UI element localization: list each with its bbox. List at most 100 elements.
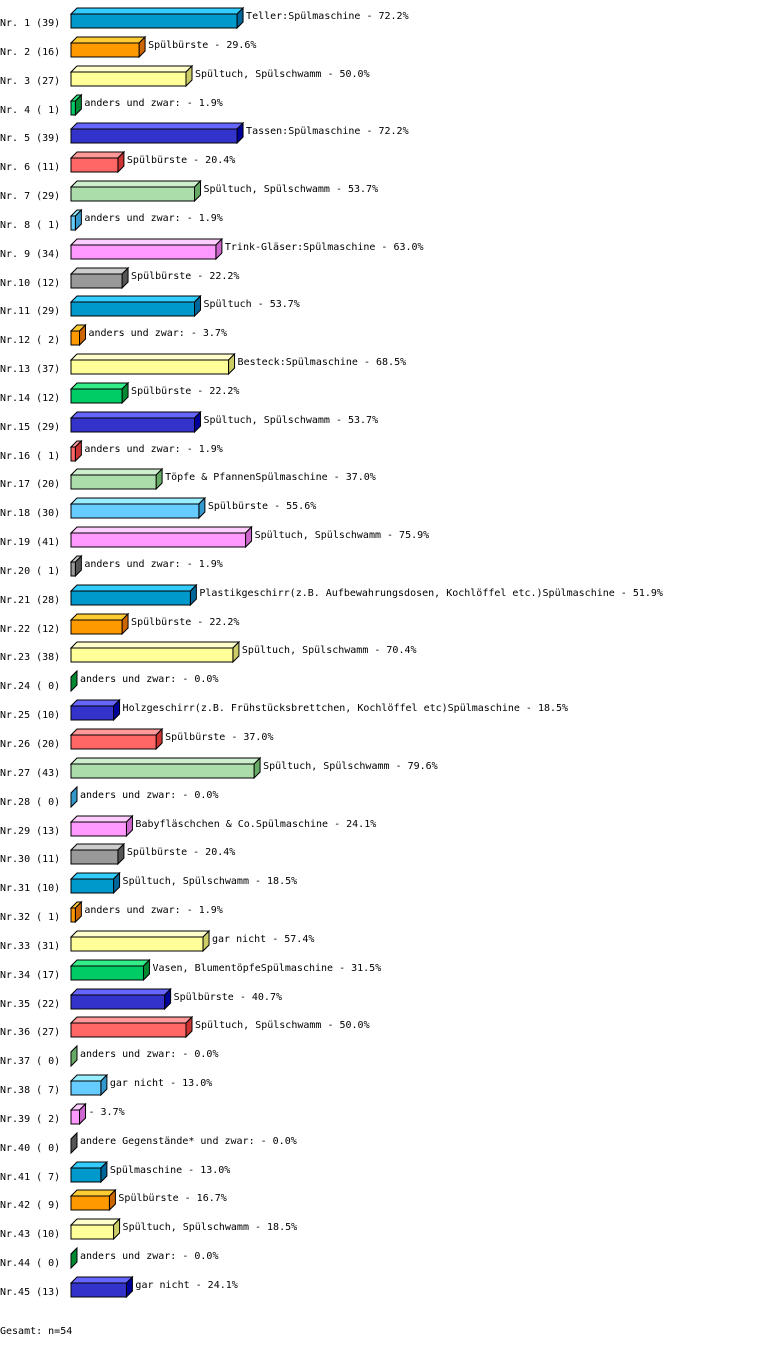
- row-label: Nr.40 ( 0): [0, 1143, 60, 1154]
- bar-top: [69, 930, 211, 938]
- data-label: Plastikgeschirr(z.B. Aufbewahrungsdosen,…: [199, 588, 663, 599]
- row-label: Nr.16 ( 1): [0, 451, 60, 462]
- bar: [70, 878, 115, 894]
- data-label: anders und zwar: - 0.0%: [80, 1049, 218, 1060]
- data-label: Vasen, BlumentöpfeSpülmaschine - 31.5%: [152, 963, 381, 974]
- data-label: Spültuch, Spülschwamm - 70.4%: [242, 645, 417, 656]
- data-label: Spülmaschine - 13.0%: [110, 1165, 230, 1176]
- data-label: andere Gegenstände* und zwar: - 0.0%: [80, 1136, 297, 1147]
- bar-top: [69, 843, 126, 851]
- bar: [70, 1022, 187, 1038]
- bar: [70, 590, 191, 606]
- bar: [70, 71, 187, 87]
- bar: [70, 1195, 110, 1211]
- bar-side: [70, 1131, 78, 1155]
- row-label: Nr.21 (28): [0, 595, 60, 606]
- row-label: Nr.22 (12): [0, 624, 60, 635]
- row-label: Nr.26 (20): [0, 739, 60, 750]
- bar: [70, 100, 76, 116]
- row-label: Nr.15 (29): [0, 422, 60, 433]
- row-label: Nr.35 (22): [0, 999, 60, 1010]
- row-label: Nr.36 (27): [0, 1027, 60, 1038]
- row-label: Nr.45 (13): [0, 1287, 60, 1298]
- row-label: Nr.28 ( 0): [0, 797, 60, 808]
- data-label: Spültuch, Spülschwamm - 50.0%: [195, 69, 370, 80]
- bar: [70, 619, 123, 635]
- data-label: Spültuch, Spülschwamm - 50.0%: [195, 1020, 370, 1031]
- bar-top: [69, 757, 262, 765]
- bar-top: [69, 641, 241, 649]
- data-label: anders und zwar: - 1.9%: [84, 444, 222, 455]
- row-label: Nr.10 (12): [0, 278, 60, 289]
- bar-top: [69, 238, 224, 246]
- bar: [70, 647, 234, 663]
- bar-top: [69, 497, 207, 505]
- bar: [70, 273, 123, 289]
- bar-top: [69, 526, 253, 534]
- bar-top: [69, 1189, 117, 1197]
- row-label: Nr.37 ( 0): [0, 1056, 60, 1067]
- bar: [70, 301, 196, 317]
- bar: [70, 474, 157, 490]
- row-label: Nr. 7 (29): [0, 191, 60, 202]
- bar-top: [69, 65, 194, 73]
- data-label: Töpfe & PfannenSpülmaschine - 37.0%: [165, 472, 376, 483]
- bar-top: [69, 728, 164, 736]
- row-label: Nr.33 (31): [0, 941, 60, 952]
- bar: [70, 157, 119, 173]
- data-label: Besteck:Spülmaschine - 68.5%: [238, 357, 407, 368]
- row-label: Nr.32 ( 1): [0, 912, 60, 923]
- row-label: Nr.12 ( 2): [0, 335, 60, 346]
- row-label: Nr.24 ( 0): [0, 681, 60, 692]
- row-label: Nr. 3 (27): [0, 76, 60, 87]
- row-label: Nr. 9 (34): [0, 249, 60, 260]
- bar: [70, 417, 196, 433]
- bar: [70, 1080, 102, 1096]
- bar: [70, 561, 76, 577]
- bar: [70, 1224, 115, 1240]
- bar: [70, 907, 76, 923]
- data-label: Spültuch, Spülschwamm - 75.9%: [255, 530, 430, 541]
- row-label: Nr. 5 (39): [0, 133, 60, 144]
- row-label: Nr.38 ( 7): [0, 1085, 60, 1096]
- data-label: Spülbürste - 37.0%: [165, 732, 273, 743]
- bar: [70, 1282, 127, 1298]
- bar-top: [69, 872, 121, 880]
- bar-top: [69, 988, 172, 996]
- bar: [70, 186, 196, 202]
- row-label: Nr.19 (41): [0, 537, 60, 548]
- bar-top: [69, 295, 202, 303]
- bar-top: [69, 382, 130, 390]
- bar: [70, 359, 230, 375]
- bar-top: [69, 1218, 121, 1226]
- bar: [70, 503, 200, 519]
- data-label: Spültuch, Spülschwamm - 18.5%: [123, 1222, 298, 1233]
- data-label: Spültuch, Spülschwamm - 53.7%: [204, 415, 379, 426]
- bar: [70, 388, 123, 404]
- bar-side: [70, 1246, 78, 1270]
- row-label: Nr.27 (43): [0, 768, 60, 779]
- bar: [70, 965, 144, 981]
- data-label: Spülbürste - 20.4%: [127, 847, 235, 858]
- data-label: - 3.7%: [89, 1107, 125, 1118]
- row-label: Nr.13 (37): [0, 364, 60, 375]
- row-label: Nr.11 (29): [0, 306, 60, 317]
- bar: [70, 849, 119, 865]
- data-label: anders und zwar: - 0.0%: [80, 674, 218, 685]
- row-label: Nr. 6 (11): [0, 162, 60, 173]
- data-label: anders und zwar: - 0.0%: [80, 790, 218, 801]
- bar: [70, 994, 166, 1010]
- bar-side: [70, 669, 78, 693]
- bar: [70, 734, 157, 750]
- bar-top: [69, 468, 164, 476]
- data-label: Spültuch, Spülschwamm - 53.7%: [204, 184, 379, 195]
- row-label: Nr.18 (30): [0, 508, 60, 519]
- row-label: Nr.23 (38): [0, 652, 60, 663]
- row-label: Nr. 2 (16): [0, 47, 60, 58]
- data-label: Spülbürste - 20.4%: [127, 155, 235, 166]
- row-label: Nr.14 (12): [0, 393, 60, 404]
- bar: [70, 763, 255, 779]
- data-label: anders und zwar: - 1.9%: [84, 905, 222, 916]
- bar-top: [69, 353, 236, 361]
- data-label: Spültuch - 53.7%: [204, 299, 300, 310]
